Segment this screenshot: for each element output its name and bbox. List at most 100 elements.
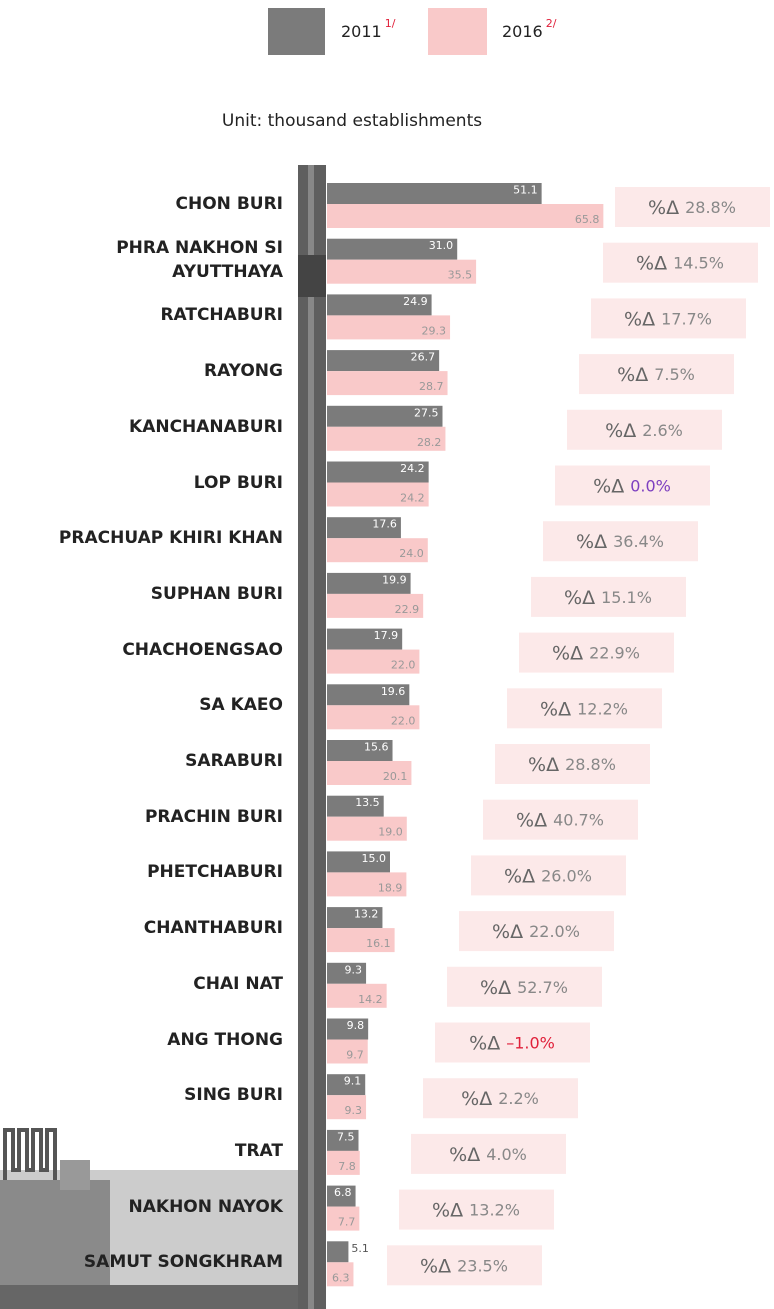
- value-label: 9.1: [344, 1075, 362, 1088]
- change-prefix: %Δ: [564, 586, 595, 608]
- category-label: CHAI NAT: [193, 972, 283, 996]
- change-value: 28.8%: [565, 755, 616, 774]
- category-label: KANCHANABURI: [129, 415, 283, 439]
- change-prefix: %Δ: [492, 921, 523, 943]
- subtitle: Unit: thousand establishments: [222, 111, 482, 131]
- value-label: 7.7: [338, 1216, 356, 1229]
- change-prefix: %Δ: [540, 698, 571, 720]
- change-label: %Δ 52.7%: [480, 976, 568, 998]
- category-label: LOP BURI: [194, 471, 283, 495]
- change-label: %Δ14.5%: [636, 252, 724, 274]
- change-value: 22.0%: [529, 922, 580, 941]
- value-label: 28.2: [417, 436, 442, 449]
- category-label: PRACHIN BURI: [145, 805, 283, 829]
- value-label: 7.8: [338, 1160, 356, 1173]
- value-label: 9.7: [346, 1049, 364, 1062]
- change-value: 14.5%: [673, 253, 724, 272]
- change-value: 40.7%: [553, 810, 604, 829]
- category-label: SUPHAN BURI: [151, 582, 283, 606]
- value-label: 9.3: [345, 1104, 363, 1117]
- change-prefix: %Δ: [617, 364, 648, 386]
- change-label: %Δ –1.0%: [469, 1032, 555, 1054]
- value-label: 22.0: [391, 714, 416, 727]
- change-label: %Δ 36.4%: [576, 531, 664, 553]
- value-label: 22.0: [391, 659, 416, 672]
- change-value: 12.2%: [577, 699, 628, 718]
- value-label: 24.0: [399, 547, 424, 560]
- change-label: %Δ 4.0%: [449, 1143, 527, 1165]
- change-value: 52.7%: [517, 977, 568, 996]
- change-prefix: %Δ: [648, 197, 679, 219]
- value-label: 13.2: [354, 908, 379, 921]
- bar: [327, 183, 542, 204]
- change-prefix: %Δ: [624, 308, 655, 330]
- change-value: 2.6%: [642, 420, 683, 439]
- category-label: CHACHOENGSAO: [122, 638, 283, 662]
- value-label: 24.2: [400, 462, 425, 475]
- change-prefix: %Δ: [469, 1032, 500, 1054]
- change-label: %Δ 40.7%: [516, 809, 604, 831]
- value-label: 26.7: [411, 351, 436, 364]
- value-label: 18.9: [378, 881, 403, 894]
- change-label: %Δ 7.5%: [617, 364, 695, 386]
- value-label: 6.8: [334, 1186, 352, 1199]
- category-label: PRACHUAP KHIRI KHAN: [59, 526, 283, 550]
- category-label: TRAT: [235, 1139, 283, 1163]
- axis-block: [298, 255, 326, 297]
- change-label: %Δ26.0%: [504, 865, 592, 887]
- value-label: 35.5: [448, 269, 473, 282]
- change-prefix: %Δ: [461, 1088, 492, 1110]
- value-label: 15.0: [362, 852, 387, 865]
- change-label: %Δ0.0%: [593, 475, 671, 497]
- change-prefix: %Δ: [576, 531, 607, 553]
- change-prefix: %Δ: [605, 419, 636, 441]
- category-label: SARABURI: [185, 749, 283, 773]
- bar: [327, 1241, 348, 1262]
- change-label: %Δ 28.8%: [528, 754, 616, 776]
- change-prefix: %Δ: [432, 1199, 463, 1221]
- category-label: CHON BURI: [176, 192, 283, 216]
- category-label: PHRA NAKHON SI AYUTTHAYA: [116, 236, 283, 284]
- change-label: %Δ 17.7%: [624, 308, 712, 330]
- change-value: 7.5%: [654, 365, 695, 384]
- value-label: 15.6: [364, 741, 389, 754]
- change-value: 36.4%: [613, 532, 664, 551]
- value-label: 28.7: [419, 380, 444, 393]
- value-label: 24.2: [400, 492, 425, 505]
- value-label: 19.0: [378, 826, 403, 839]
- change-prefix: %Δ: [420, 1255, 451, 1277]
- change-value: –1.0%: [506, 1033, 555, 1052]
- value-label: 14.2: [358, 993, 383, 1006]
- change-prefix: %Δ: [480, 976, 511, 998]
- change-value: 22.9%: [589, 643, 640, 662]
- axis-stripe: [308, 165, 314, 1309]
- value-label: 16.1: [366, 937, 391, 950]
- change-value: 0.0%: [630, 476, 671, 495]
- value-label: 51.1: [513, 184, 538, 197]
- value-label: 24.9: [403, 295, 428, 308]
- value-label: 17.6: [372, 518, 397, 531]
- legend-swatch: [268, 8, 325, 55]
- value-label: 29.3: [422, 324, 447, 337]
- value-label: 7.5: [337, 1130, 355, 1143]
- chart: 20111/ 20162/ Unit: thousand establishme…: [0, 0, 774, 1309]
- value-label: 9.3: [345, 963, 363, 976]
- change-value: 4.0%: [486, 1144, 527, 1163]
- category-label: SING BURI: [184, 1083, 283, 1107]
- category-label: CHANTHABURI: [144, 916, 283, 940]
- change-value: 17.7%: [661, 309, 712, 328]
- value-label: 31.0: [429, 239, 454, 252]
- category-label: NAKHON NAYOK: [129, 1195, 283, 1219]
- category-label: ANG THONG: [167, 1028, 283, 1052]
- change-prefix: %Δ: [528, 754, 559, 776]
- change-value: 23.5%: [457, 1256, 508, 1275]
- change-label: %Δ 22.0%: [492, 921, 580, 943]
- change-prefix: %Δ: [449, 1143, 480, 1165]
- change-label: %Δ 2.6%: [605, 419, 683, 441]
- change-prefix: %Δ: [516, 809, 547, 831]
